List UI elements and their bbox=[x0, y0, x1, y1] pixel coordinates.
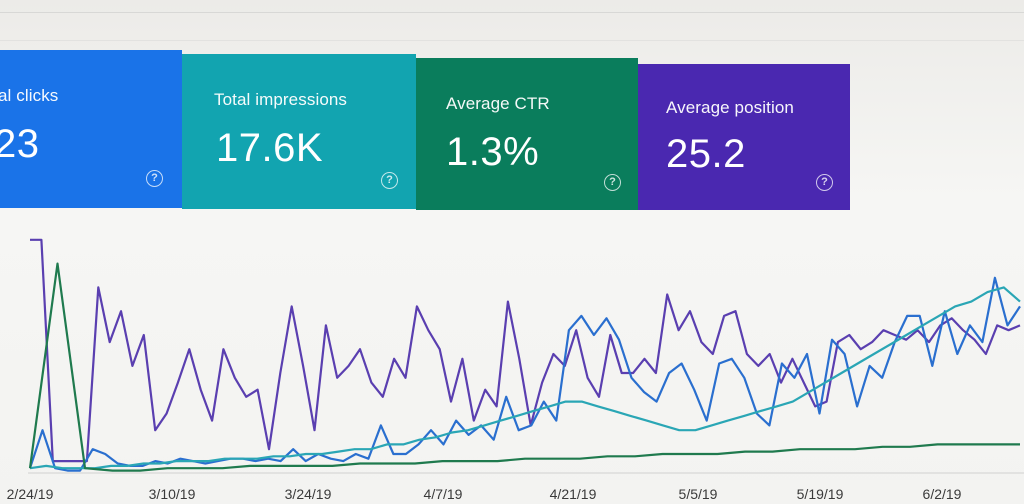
help-icon[interactable]: ? bbox=[816, 174, 833, 191]
header-divider-secondary bbox=[0, 40, 1024, 41]
metric-value: 17.6K bbox=[216, 126, 324, 170]
series-line-0 bbox=[30, 238, 1021, 463]
metric-card-total-clicks[interactable]: al clicks 23 ? bbox=[0, 50, 182, 208]
help-icon[interactable]: ? bbox=[604, 174, 621, 191]
series-line-3 bbox=[28, 262, 1020, 472]
x-tick-label: 4/7/19 bbox=[424, 486, 463, 502]
metric-label: al clicks bbox=[0, 86, 59, 105]
metric-value: 1.3% bbox=[446, 130, 540, 174]
help-icon[interactable]: ? bbox=[146, 170, 163, 187]
x-tick-label: 4/21/19 bbox=[550, 486, 597, 502]
metric-card-total-impressions[interactable]: Total impressions 17.6K ? bbox=[182, 54, 416, 209]
metric-label: Average position bbox=[666, 98, 794, 117]
performance-line-chart[interactable]: 2/24/19 3/10/19 3/24/19 4/7/19 4/21/19 5/5/19… bbox=[0, 215, 1024, 504]
series-line-1 bbox=[28, 276, 1021, 472]
metric-value: 23 bbox=[0, 122, 40, 166]
x-tick-label: 3/24/19 bbox=[285, 486, 332, 502]
metric-card-average-position[interactable]: Average position 25.2 ? bbox=[638, 64, 850, 210]
series-line-2 bbox=[29, 286, 1021, 470]
x-tick-label: 2/24/19 bbox=[7, 486, 54, 502]
x-tick-label: 5/19/19 bbox=[797, 486, 844, 502]
x-tick-label: 5/5/19 bbox=[679, 486, 718, 502]
x-tick-label: 6/2/19 bbox=[923, 486, 962, 502]
help-icon[interactable]: ? bbox=[381, 172, 398, 189]
metric-label: Average CTR bbox=[446, 94, 550, 113]
metric-label: Total impressions bbox=[214, 90, 348, 109]
metric-value: 25.2 bbox=[666, 132, 746, 176]
metric-card-average-ctr[interactable]: Average CTR 1.3% ? bbox=[416, 58, 638, 210]
x-tick-label: 3/10/19 bbox=[149, 486, 196, 502]
header-divider bbox=[0, 12, 1024, 13]
